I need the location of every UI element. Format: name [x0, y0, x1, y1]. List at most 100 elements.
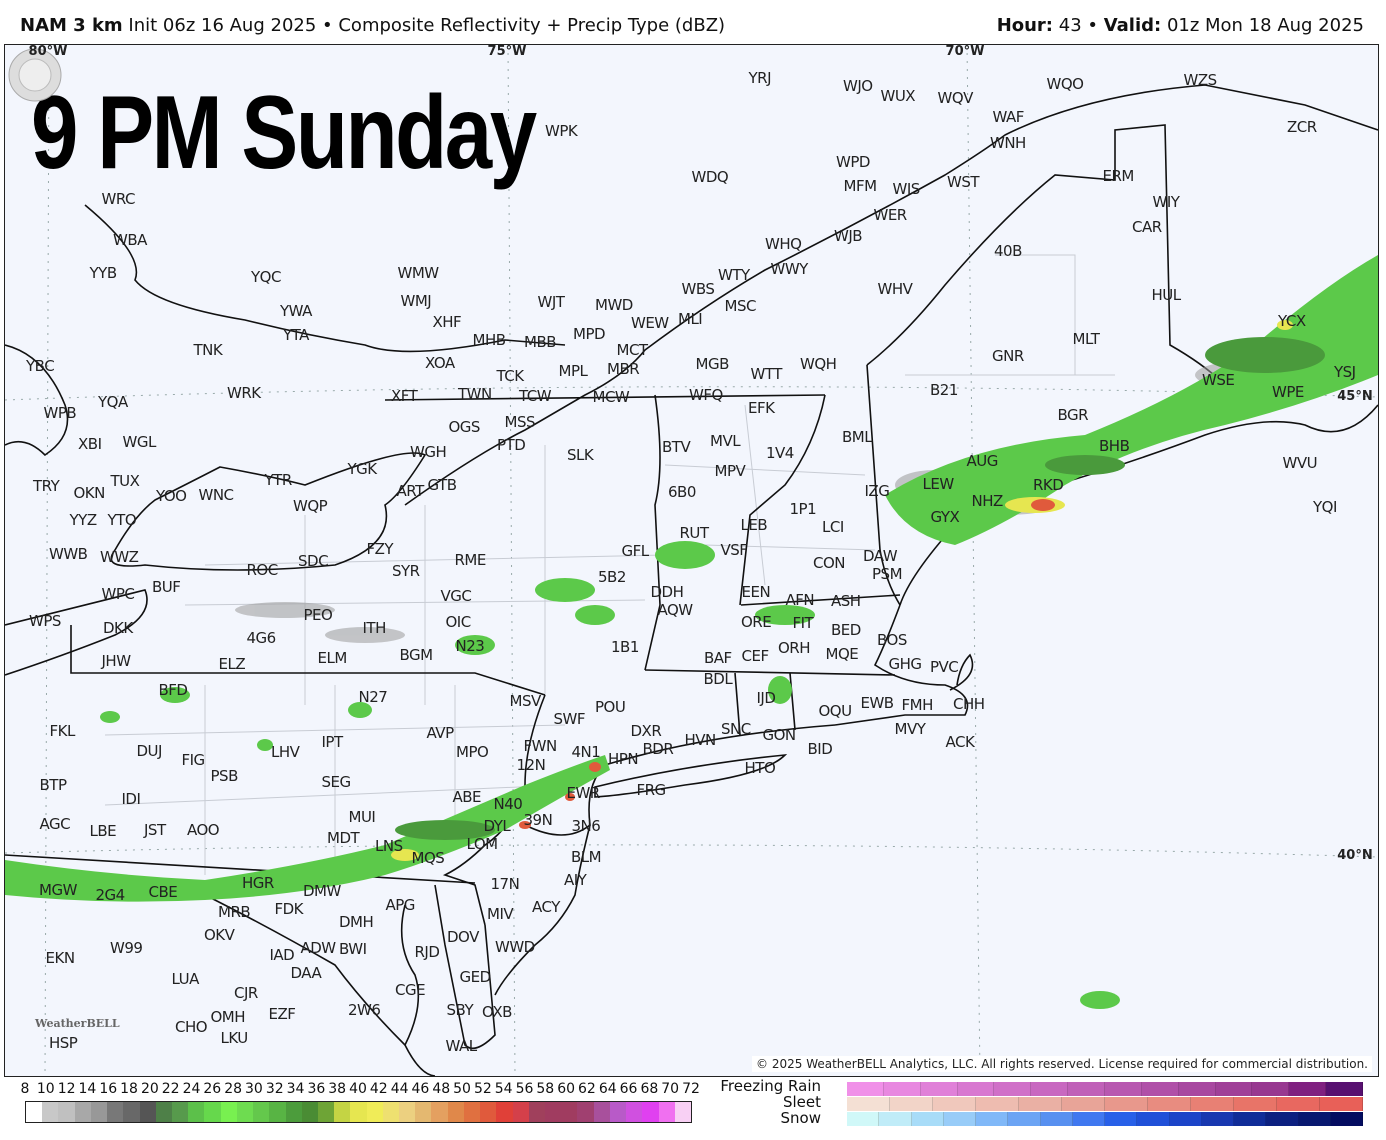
- station-label: YQA: [98, 393, 128, 411]
- station-label: LCI: [822, 518, 844, 536]
- station-label: MRB: [218, 903, 251, 921]
- station-label: MDT: [327, 829, 360, 847]
- station-label: DAA: [290, 964, 322, 982]
- station-label: MPD: [573, 325, 606, 343]
- colorbar-swatch: [253, 1102, 270, 1122]
- colorbar-tick-label: 32: [265, 1081, 284, 1097]
- ptype-swatch: [1031, 1082, 1069, 1096]
- ptype-swatch: [976, 1097, 1019, 1111]
- station-label: SDC: [298, 552, 329, 570]
- station-label: WMW: [397, 264, 440, 282]
- station-label: MQS: [411, 849, 445, 867]
- station-label: GNR: [992, 347, 1024, 365]
- colorbar-swatch: [674, 1102, 691, 1122]
- station-label: ACY: [532, 898, 560, 916]
- station-label: VSF: [720, 541, 748, 559]
- station-label: 17N: [490, 875, 520, 893]
- station-label: WVU: [1282, 454, 1318, 472]
- colorbar-swatch: [382, 1102, 400, 1122]
- station-label: ACK: [945, 733, 975, 751]
- station-label: VGC: [440, 587, 472, 605]
- station-label: MIV: [487, 905, 514, 923]
- station-label: IAD: [269, 946, 295, 964]
- station-label: PSB: [210, 767, 239, 785]
- lake-ontario: [110, 452, 427, 571]
- ptype-swatch: [1289, 1082, 1327, 1096]
- station-label: TNK: [193, 341, 223, 359]
- map-base: [5, 45, 1378, 1076]
- station-label: WUX: [880, 87, 916, 105]
- station-label: RUT: [679, 524, 710, 542]
- station-label: WDQ: [691, 168, 729, 186]
- station-label: GED: [459, 968, 492, 986]
- station-label: GON: [762, 726, 797, 744]
- quebec-ontario-border: [84, 204, 566, 353]
- station-label: YTA: [283, 326, 309, 344]
- ptype-swatch: [847, 1097, 890, 1111]
- lake-erie: [5, 589, 148, 676]
- station-label: 2G4: [95, 886, 126, 904]
- colorbar-tick-label: 34: [286, 1081, 305, 1097]
- station-label: CHH: [953, 695, 985, 713]
- station-label: MCW: [592, 388, 630, 406]
- colorbar-swatch: [269, 1102, 286, 1122]
- colorbar-tick-label: 50: [453, 1081, 471, 1097]
- colorbar-swatch: [74, 1102, 91, 1122]
- nh-maine-border: [866, 364, 901, 606]
- station-label: XOA: [425, 354, 455, 372]
- station-label: 1B1: [611, 638, 639, 656]
- ptype-swatch: [943, 1112, 976, 1126]
- station-label: GTB: [427, 476, 458, 494]
- freezing-rain-colorbar: [847, 1082, 1364, 1096]
- station-label: WQV: [937, 89, 974, 107]
- station-label: WPC: [101, 585, 135, 603]
- station-label: BGR: [1057, 406, 1089, 424]
- colorbar-swatch: [42, 1102, 59, 1122]
- station-label: DKK: [103, 619, 133, 637]
- station-label: LOM: [466, 835, 499, 853]
- station-label: 5B2: [598, 568, 626, 586]
- station-label: TWN: [458, 385, 492, 403]
- station-label: YRJ: [748, 69, 772, 87]
- maine-canada-border: [866, 124, 1226, 386]
- station-label: AOO: [187, 821, 220, 839]
- station-label: APG: [385, 896, 416, 914]
- station-label: DMH: [339, 913, 374, 931]
- station-label: OIC: [445, 613, 472, 631]
- colorbar-tick-label: 64: [598, 1081, 617, 1097]
- station-label: LUA: [171, 970, 200, 988]
- station-label: WST: [947, 173, 980, 191]
- colorbar-tick-label: 70: [661, 1081, 680, 1097]
- ptype-swatch: [1008, 1112, 1041, 1126]
- grid-label: 40°N: [1337, 848, 1373, 863]
- station-label: WSE: [1202, 371, 1235, 389]
- station-label: WBS: [681, 280, 715, 298]
- colorbar-swatch: [317, 1102, 335, 1122]
- station-label: MBB: [524, 333, 557, 351]
- station-label: MVY: [894, 720, 926, 738]
- station-label: OQU: [818, 702, 853, 720]
- colorbar-swatch: [577, 1102, 594, 1122]
- ptype-swatch: [1326, 1082, 1364, 1096]
- station-label: 1V4: [766, 444, 794, 462]
- station-label: ERM: [1102, 167, 1135, 185]
- station-label: JHW: [101, 652, 132, 670]
- station-label: BFD: [158, 681, 188, 699]
- station-label: AGC: [39, 815, 71, 833]
- colorbar-tick-label: 26: [203, 1081, 222, 1097]
- colorbar-swatch: [545, 1102, 562, 1122]
- station-label: XBI: [78, 435, 102, 453]
- station-label: YSJ: [1334, 363, 1356, 381]
- station-label: W99: [110, 939, 143, 957]
- colorbar-swatch: [415, 1102, 432, 1122]
- station-label: ZCR: [1287, 118, 1317, 136]
- vermont-border: [644, 394, 661, 671]
- station-label: POU: [595, 698, 626, 716]
- colorbar-swatch: [431, 1102, 448, 1122]
- station-label: WPB: [43, 404, 77, 422]
- station-label: LEB: [740, 516, 768, 534]
- long-island: [594, 753, 788, 798]
- st-lawrence-river: [404, 84, 1378, 506]
- ptype-swatch: [1298, 1112, 1331, 1126]
- station-label: DXR: [630, 722, 662, 740]
